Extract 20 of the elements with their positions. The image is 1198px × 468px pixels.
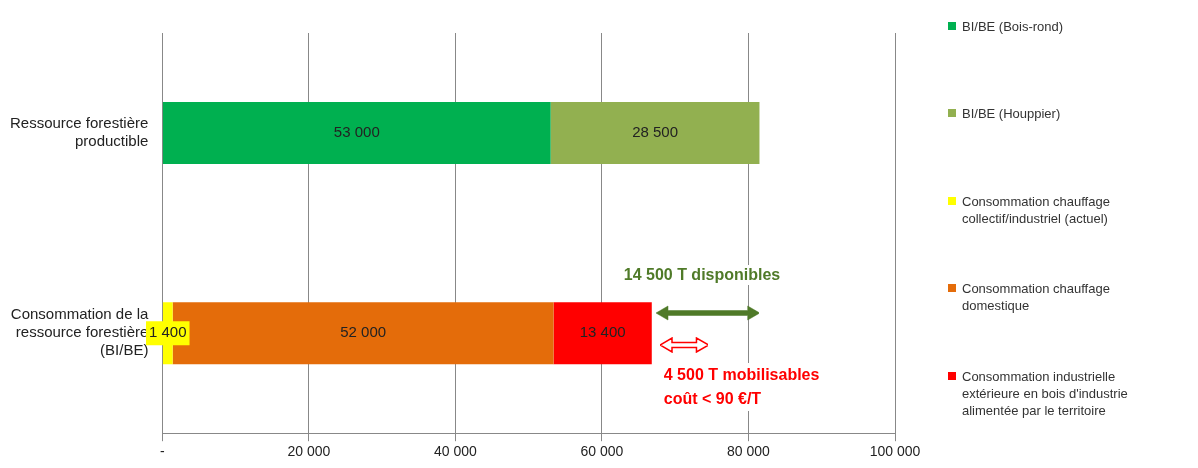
data-label: 13 400 xyxy=(579,323,626,341)
data-label: 28 500 xyxy=(632,123,679,141)
y-tick-label: Ressource forestière productible xyxy=(9,114,149,150)
annotation: 4 500 T mobilisables coût < 90 €/T xyxy=(661,363,856,412)
x-tick-label: 60 000 xyxy=(580,443,624,460)
y-tick-label: Consommation de la ressource forestière (BI/BE) xyxy=(10,305,150,359)
x-tick-label: 100 000 xyxy=(869,443,921,460)
legend-label: BI/BE (Houppier) xyxy=(962,105,1061,123)
data-label: 1 400 xyxy=(149,323,187,341)
data-label: 53 000 xyxy=(333,123,380,141)
legend-label: Consommation chauffage collectif/industriel (actuel) xyxy=(962,192,1111,227)
data-label: 52 000 xyxy=(340,323,387,341)
x-tick-label: - xyxy=(160,443,166,460)
legend-label: BI/BE (Bois-rond) xyxy=(962,18,1064,35)
x-tick-label: 40 000 xyxy=(434,443,478,460)
annotation: 14 500 T disponibles xyxy=(621,265,783,286)
legend-label: Consommation industrielle extérieure en bois d'industrie alimentée par le territoire xyxy=(962,367,1129,419)
x-tick-label: 20 000 xyxy=(287,443,331,460)
x-tick-label: 80 000 xyxy=(727,443,771,460)
legend-label: Consommation chauffage domestique xyxy=(962,280,1111,315)
